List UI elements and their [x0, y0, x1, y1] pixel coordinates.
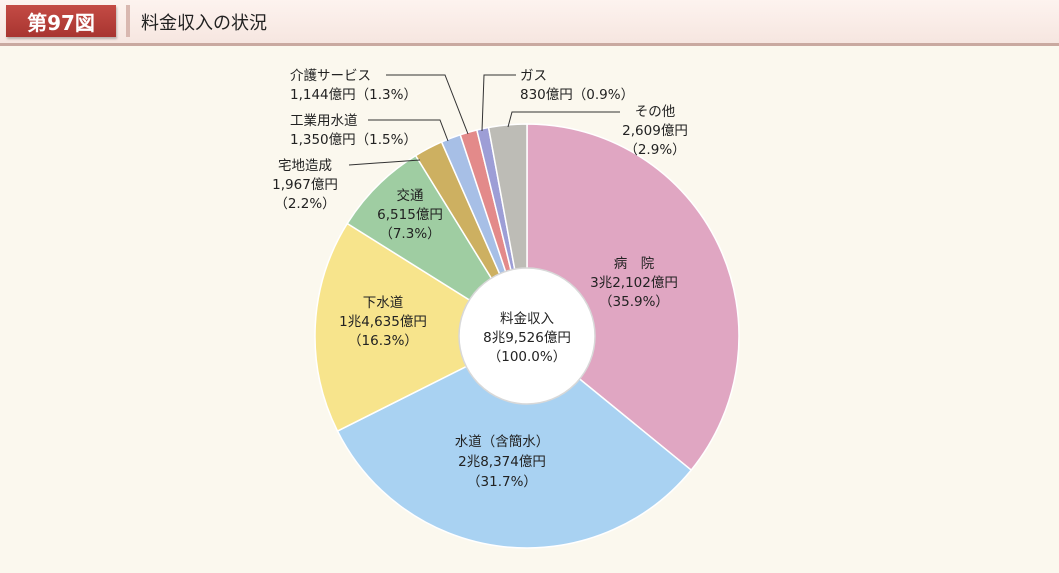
label-hospital-name: 病 院: [614, 256, 655, 272]
label-water-percent: （31.7%）: [467, 474, 537, 490]
label-hospital-percent: （35.9%）: [599, 294, 669, 310]
center-hole: [458, 267, 596, 405]
label-gas-amount: 830億円: [520, 87, 573, 103]
label-other-name: その他: [635, 104, 676, 120]
label-water-name: 水道（含簡水）: [455, 434, 550, 450]
label-housing-percent: （2.2%）: [274, 196, 335, 212]
label-transport-percent: （7.3%）: [379, 226, 440, 242]
center-total-amount: 8兆9,526億円: [483, 330, 571, 346]
leader-industrial-water: [368, 119, 449, 142]
label-sewer-amount: 1兆4,635億円: [339, 314, 427, 330]
label-housing-name: 宅地造成: [278, 158, 332, 174]
leader-care: [386, 74, 469, 135]
label-care-line2: 1,144億円（1.3%）: [290, 87, 417, 103]
leader-gas: [481, 74, 516, 132]
figure-number-badge: 第97図: [6, 5, 116, 37]
label-gas-name: ガス: [520, 68, 547, 84]
pie-slice-hospital: [526, 123, 740, 472]
label-industrial-water-line2: 1,350億円（1.5%）: [290, 132, 417, 148]
label-care-name: 介護サービス: [290, 68, 371, 84]
label-industrial-water-amount: 1,350億円: [290, 132, 356, 148]
label-industrial-water-name: 工業用水道: [290, 113, 358, 129]
center-total-name: 料金収入: [500, 311, 554, 327]
label-care-amount: 1,144億円: [290, 87, 356, 103]
label-care-percent: （1.3%）: [356, 87, 417, 103]
pie-slice-sewer: [314, 222, 529, 433]
leader-other: [507, 111, 620, 128]
label-transport-amount: 6,515億円: [377, 207, 443, 223]
label-industrial-water-percent: （1.5%）: [356, 132, 417, 148]
label-gas-percent: （0.9%）: [573, 87, 634, 103]
figure-title: 料金収入の状況: [141, 13, 267, 34]
pie-slice-water: [336, 335, 693, 549]
label-sewer-percent: （16.3%）: [348, 333, 418, 349]
label-other-percent: （2.9%）: [624, 142, 685, 158]
label-housing-amount: 1,967億円: [272, 177, 338, 193]
title-divider: [126, 5, 130, 37]
leader-housing: [348, 159, 421, 166]
label-water-amount: 2兆8,374億円: [458, 454, 546, 470]
center-total-percent: （100.0%）: [488, 349, 566, 365]
label-transport-name: 交通: [397, 187, 424, 204]
label-hospital-amount: 3兆2,102億円: [590, 275, 678, 291]
figure-header: 第97図 料金収入の状況: [0, 0, 1059, 46]
label-other-amount: 2,609億円: [622, 123, 688, 139]
label-gas-line2: 830億円（0.9%）: [520, 87, 634, 103]
label-sewer-name: 下水道: [363, 295, 404, 311]
